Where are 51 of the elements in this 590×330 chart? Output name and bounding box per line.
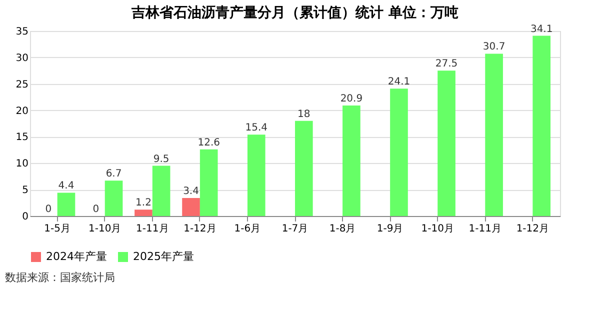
data-label: 20.9 (340, 94, 363, 105)
x-tick-label: 1-11月 (136, 224, 169, 234)
x-tick-label: 1-9月 (376, 224, 404, 234)
x-tick-label: 1-6月 (234, 224, 261, 234)
x-tick-label: 1-5月 (44, 224, 71, 234)
bar (182, 198, 200, 216)
data-label: 0 (92, 204, 100, 215)
source-note: 数据来源：国家统计局 (5, 271, 115, 284)
data-label: 30.7 (482, 42, 506, 53)
bar (342, 106, 360, 216)
chart-title: 吉林省石油沥青产量分月（累计值）统计 单位：万吨 (130, 4, 458, 21)
x-tick-label: 1-10月 (88, 224, 122, 234)
x-tick-label: 1-12月 (516, 224, 550, 234)
x-tick-label: 1-11月 (468, 224, 502, 234)
bar (57, 192, 76, 216)
data-label: 6.7 (106, 168, 122, 180)
y-tick-label: 15 (16, 132, 28, 144)
y-tick-label: 30 (16, 52, 28, 64)
data-label: 3.4 (183, 186, 199, 198)
data-label: 27.5 (435, 58, 458, 70)
legend-label: 2024年产量 (46, 250, 107, 263)
data-label: 0 (45, 204, 52, 215)
bar (134, 210, 152, 216)
bar (152, 166, 170, 216)
bar (295, 120, 313, 216)
x-tick-label: 1-8月 (329, 224, 356, 234)
bar (390, 88, 408, 216)
bar (247, 134, 266, 216)
data-label: 15.4 (245, 122, 268, 134)
legend-label: 2025年产量 (133, 250, 194, 263)
y-tick-label: 20 (16, 106, 28, 117)
data-label: 1.2 (136, 198, 152, 209)
y-tick-label: 25 (16, 79, 28, 90)
y-tick-label: 0 (22, 212, 28, 222)
data-label: 9.5 (153, 154, 170, 165)
bar (485, 54, 503, 216)
bar (438, 70, 456, 216)
x-tick-label: 1-7月 (282, 224, 308, 234)
data-label: 18 (298, 108, 310, 120)
data-label: 24.1 (388, 76, 410, 88)
data-label: 34.1 (530, 24, 553, 35)
data-label: 12.6 (198, 137, 220, 148)
x-tick-label: 1-10月 (421, 224, 454, 234)
bar (532, 36, 550, 216)
y-tick-label: 10 (16, 158, 28, 170)
data-label: 4.4 (58, 180, 74, 192)
bar (104, 180, 123, 216)
y-tick-label: 35 (16, 26, 28, 38)
bar (200, 149, 218, 216)
y-tick-label: 5 (22, 185, 28, 196)
x-tick-label: 1-12月 (184, 224, 216, 234)
